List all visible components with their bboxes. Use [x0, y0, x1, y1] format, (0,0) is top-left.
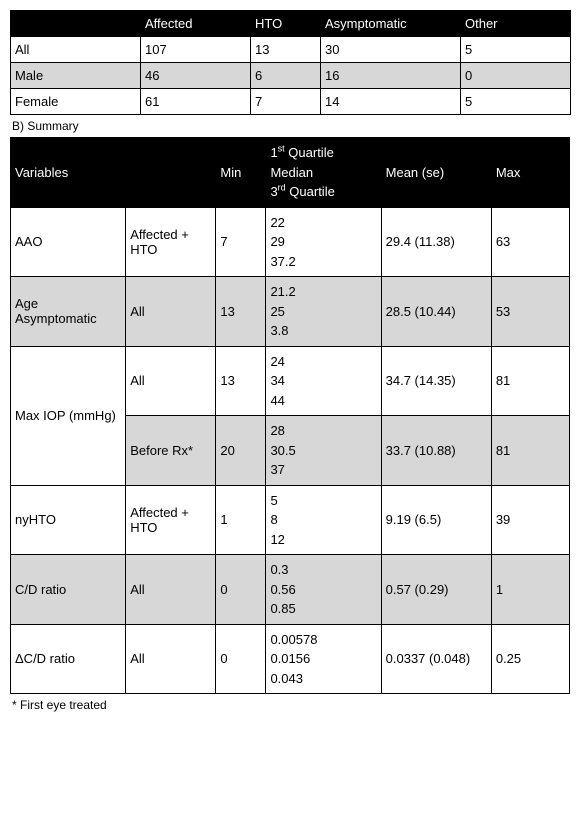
mean-cell: 29.4 (11.38)	[381, 207, 491, 277]
table-a-cell: All	[11, 37, 141, 63]
table-a-row: Female617145	[11, 89, 571, 115]
min-cell: 0	[216, 624, 266, 694]
table-a-cell: 6	[251, 63, 321, 89]
table-b-header-quartile: 1st Quartile Median 3rd Quartile	[266, 138, 381, 208]
group-cell: All	[126, 277, 216, 347]
table-b-header-min: Min	[216, 138, 266, 208]
table-a-cell: 14	[321, 89, 461, 115]
q-header-median: Median	[270, 163, 376, 183]
q-header-part: Quartile	[286, 184, 335, 199]
variable-cell: AAO	[11, 207, 126, 277]
min-cell: 13	[216, 346, 266, 416]
mean-cell: 0.57 (0.29)	[381, 555, 491, 625]
table-b-header-blank	[126, 138, 216, 208]
group-cell: All	[126, 555, 216, 625]
table-a-cell: 5	[461, 37, 571, 63]
group-cell: Affected + HTO	[126, 207, 216, 277]
table-a-cell: 61	[141, 89, 251, 115]
table-b-header-row: Variables Min 1st Quartile Median 3rd Qu…	[11, 138, 570, 208]
table-b-row: AAOAffected + HTO7222937.229.4 (11.38)63	[11, 207, 570, 277]
variable-cell: Age Asymptomatic	[11, 277, 126, 347]
table-a-row: Male466160	[11, 63, 571, 89]
group-cell: All	[126, 624, 216, 694]
table-a-cell: 0	[461, 63, 571, 89]
max-cell: 1	[491, 555, 569, 625]
min-cell: 7	[216, 207, 266, 277]
q-header-sup: rd	[278, 183, 286, 193]
max-cell: 39	[491, 485, 569, 555]
max-cell: 0.25	[491, 624, 569, 694]
variable-cell: C/D ratio	[11, 555, 126, 625]
mean-cell: 9.19 (6.5)	[381, 485, 491, 555]
table-a-header-cell: Asymptomatic	[321, 11, 461, 37]
table-a-header-cell: Other	[461, 11, 571, 37]
table-a-cell: 30	[321, 37, 461, 63]
table-a-cell: 7	[251, 89, 321, 115]
table-b-row: C/D ratioAll00.30.560.850.57 (0.29)1	[11, 555, 570, 625]
table-b-row: ΔC/D ratioAll00.005780.01560.0430.0337 (…	[11, 624, 570, 694]
mean-cell: 0.0337 (0.048)	[381, 624, 491, 694]
table-b-row: Max IOP (mmHg)All1324344434.7 (14.35)81	[11, 346, 570, 416]
table-b-row: nyHTOAffected + HTO158129.19 (6.5)39	[11, 485, 570, 555]
table-a-cell: 107	[141, 37, 251, 63]
variable-cell: nyHTO	[11, 485, 126, 555]
table-a-header-row: Affected HTO Asymptomatic Other	[11, 11, 571, 37]
max-cell: 53	[491, 277, 569, 347]
quartile-cell: 222937.2	[266, 207, 381, 277]
variable-cell: ΔC/D ratio	[11, 624, 126, 694]
table-a-cell: Male	[11, 63, 141, 89]
table-a-header-cell	[11, 11, 141, 37]
mean-cell: 28.5 (10.44)	[381, 277, 491, 347]
table-a: Affected HTO Asymptomatic Other All10713…	[10, 10, 571, 115]
table-b-header-mean: Mean (se)	[381, 138, 491, 208]
min-cell: 13	[216, 277, 266, 347]
q-header-part: Quartile	[285, 145, 334, 160]
quartile-cell: 5812	[266, 485, 381, 555]
max-cell: 63	[491, 207, 569, 277]
min-cell: 1	[216, 485, 266, 555]
quartile-cell: 243444	[266, 346, 381, 416]
table-a-cell: 46	[141, 63, 251, 89]
quartile-cell: 0.005780.01560.043	[266, 624, 381, 694]
q-header-part: 1	[270, 145, 277, 160]
min-cell: 20	[216, 416, 266, 486]
mean-cell: 34.7 (14.35)	[381, 346, 491, 416]
group-cell: Affected + HTO	[126, 485, 216, 555]
quartile-cell: 0.30.560.85	[266, 555, 381, 625]
table-b-header-max: Max	[491, 138, 569, 208]
table-a-cell: Female	[11, 89, 141, 115]
group-cell: Before Rx*	[126, 416, 216, 486]
q-header-part: 3	[270, 184, 277, 199]
table-b-row: Age AsymptomaticAll1321.2253.828.5 (10.4…	[11, 277, 570, 347]
table-a-row: All10713305	[11, 37, 571, 63]
variable-cell: Max IOP (mmHg)	[11, 346, 126, 485]
max-cell: 81	[491, 346, 569, 416]
caption-b: B) Summary	[10, 115, 570, 137]
table-b: Variables Min 1st Quartile Median 3rd Qu…	[10, 137, 570, 694]
mean-cell: 33.7 (10.88)	[381, 416, 491, 486]
table-a-cell: 13	[251, 37, 321, 63]
table-a-header-cell: HTO	[251, 11, 321, 37]
footnote: * First eye treated	[10, 694, 570, 716]
min-cell: 0	[216, 555, 266, 625]
table-a-header-cell: Affected	[141, 11, 251, 37]
q-header-sup: st	[278, 144, 285, 154]
group-cell: All	[126, 346, 216, 416]
table-a-cell: 5	[461, 89, 571, 115]
table-a-cell: 16	[321, 63, 461, 89]
max-cell: 81	[491, 416, 569, 486]
quartile-cell: 2830.537	[266, 416, 381, 486]
quartile-cell: 21.2253.8	[266, 277, 381, 347]
table-b-header-variables: Variables	[11, 138, 126, 208]
